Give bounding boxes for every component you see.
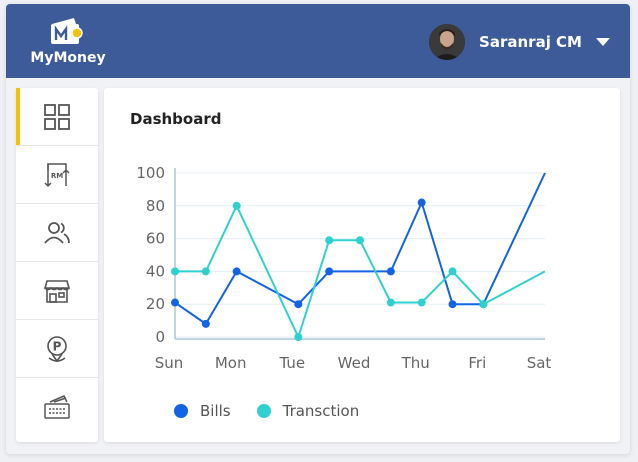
data-point <box>386 267 395 276</box>
rm-label: RM <box>51 172 63 180</box>
data-point <box>386 298 395 307</box>
users-icon <box>44 221 70 244</box>
parking-location-icon: P <box>47 335 67 362</box>
x-tick-label: Thu <box>401 354 430 372</box>
rm-transfer-icon: RM <box>44 162 70 187</box>
y-tick-label: 100 <box>136 164 165 182</box>
dashboard-grid-icon <box>44 103 70 130</box>
parking-label: P <box>53 339 62 353</box>
x-tick-label: Sat <box>527 354 552 372</box>
chevron-down-icon[interactable] <box>596 37 610 47</box>
sidebar-item-users[interactable] <box>16 204 98 262</box>
legend-item-bills[interactable]: Bills <box>174 402 231 420</box>
x-tick-label: Mon <box>215 354 247 372</box>
y-tick-label: 0 <box>155 328 165 346</box>
page-title: Dashboard <box>130 110 222 128</box>
data-point <box>232 267 241 276</box>
x-tick-label: Tue <box>279 354 306 372</box>
sidebar-item-tickets[interactable] <box>16 378 98 436</box>
x-tick-label: Wed <box>338 354 371 372</box>
sidebar-item-dashboard[interactable] <box>16 88 98 146</box>
user-name[interactable]: Saranraj CM <box>479 33 582 51</box>
data-point <box>448 300 457 309</box>
store-icon <box>43 279 71 303</box>
data-point <box>171 298 179 307</box>
y-tick-label: 60 <box>146 230 165 248</box>
sidebar-item-store[interactable] <box>16 262 98 320</box>
data-point <box>201 319 210 328</box>
line-chart: 0 20 40 60 80 100 Sun Mon Tue Wed Thu Fri Sat <box>136 164 552 372</box>
legend-label-bills: Bills <box>200 402 231 420</box>
legend-swatch-transaction <box>256 404 271 418</box>
data-point <box>325 236 334 245</box>
brand-name: MyMoney <box>30 50 106 66</box>
app-window: MyMoney Saranraj CM <box>6 4 630 454</box>
sidebar: RM <box>16 88 98 442</box>
x-tick-label: Fri <box>468 354 486 372</box>
data-point <box>232 201 241 210</box>
y-tick-label: 40 <box>146 262 165 280</box>
data-point <box>201 267 210 276</box>
data-point <box>417 198 426 207</box>
data-point <box>479 300 488 309</box>
data-point <box>325 267 334 276</box>
series-line-bills <box>174 172 546 325</box>
legend-label-transaction: Transction <box>282 402 360 420</box>
data-point <box>417 298 426 307</box>
legend-item-transaction[interactable]: Transction <box>256 402 360 420</box>
avatar[interactable] <box>429 24 466 60</box>
sidebar-item-transfer[interactable]: RM <box>16 146 98 204</box>
data-point <box>448 267 457 276</box>
x-tick-label: Sun <box>155 354 184 372</box>
data-point <box>294 300 303 309</box>
sidebar-item-parking[interactable]: P <box>16 320 98 378</box>
data-point <box>171 267 179 276</box>
brand-logo[interactable]: MyMoney <box>28 14 108 74</box>
legend-swatch-bills <box>174 404 188 418</box>
user-menu[interactable]: Saranraj CM <box>429 24 610 60</box>
tickets-icon <box>44 395 70 419</box>
y-tick-label: 80 <box>146 197 165 215</box>
y-tick-label: 20 <box>146 295 165 313</box>
top-header: MyMoney Saranraj CM <box>6 4 630 78</box>
wallet-logo-icon <box>51 18 83 44</box>
chart-legend: Bills Transction <box>174 402 359 420</box>
data-point <box>294 333 303 341</box>
dashboard-card: Dashboard 0 20 40 60 80 100 Sun Mon Tue Wed Thu Fri… <box>104 88 620 442</box>
data-point <box>356 236 364 245</box>
